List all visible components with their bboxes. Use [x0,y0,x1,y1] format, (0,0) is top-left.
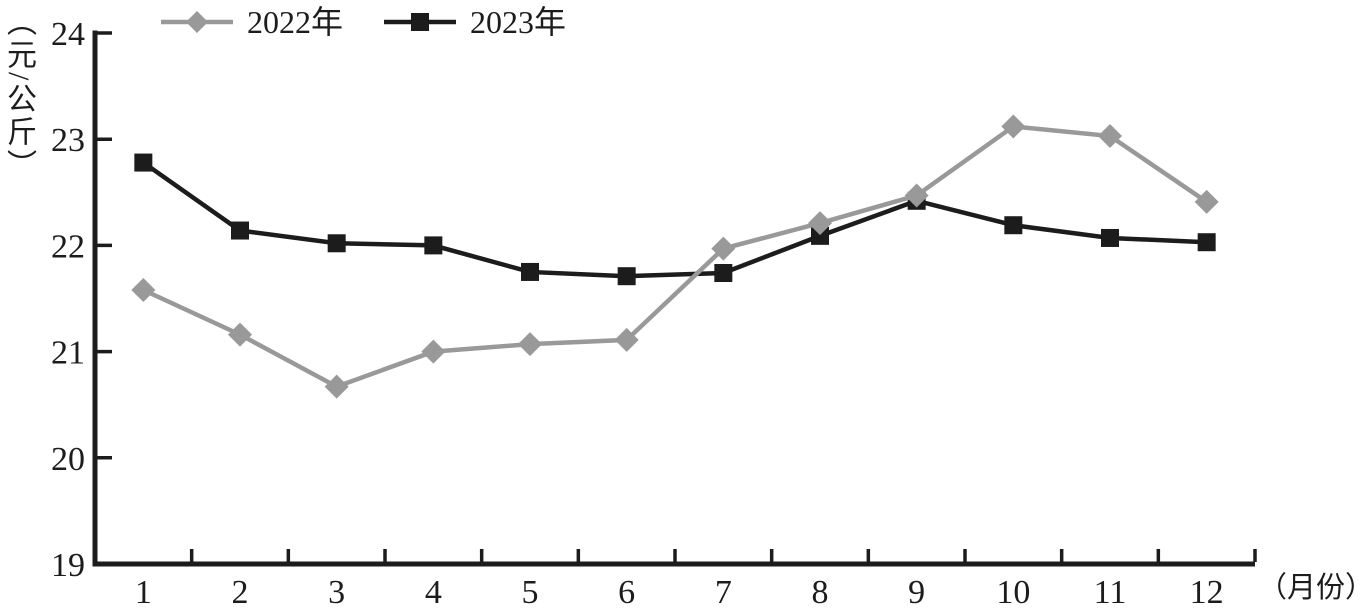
data-point-marker [617,267,636,286]
series-line [142,160,1207,279]
x-tick-label: 12 [1190,574,1224,611]
x-tick-label: 10 [996,574,1030,611]
data-point-marker [521,262,539,281]
series-2022年 [131,114,1219,399]
x-tick-label: 8 [812,574,829,611]
data-point-marker [1098,124,1122,149]
y-tick-label: 23 [51,122,85,159]
line-square-marker-icon [384,13,457,31]
y-tick-label: 21 [51,335,85,372]
series-line [142,124,1208,390]
chart-legend: 2022年 2023年 [160,0,566,44]
data-point-marker [614,327,639,352]
data-point-marker [228,322,252,347]
data-point-marker [421,339,446,364]
legend-label-2023: 2023年 [470,4,567,40]
data-point-marker [327,234,346,253]
y-tick-label: 22 [51,228,85,265]
y-tick-label: 19 [51,547,85,584]
data-point-marker [424,236,443,255]
legend-label-2022: 2022年 [247,4,344,40]
x-tick-label: 11 [1094,574,1127,611]
y-axis-title: （元/公斤） [2,6,35,183]
x-tick-label: 1 [135,574,152,611]
data-point-marker [1101,228,1119,247]
x-tick-label: 4 [425,574,442,611]
y-tick-label: 20 [51,441,85,478]
y-tick-label: 24 [51,16,85,53]
x-tick-label: 5 [522,574,539,611]
data-point-marker [131,278,156,303]
data-point-marker [904,183,929,208]
data-point-marker [324,374,349,399]
data-point-marker [811,226,829,245]
data-point-marker [714,264,733,283]
x-tick-label: 2 [232,574,249,611]
data-point-marker [808,211,832,236]
x-tick-label: 6 [618,574,635,611]
line-diamond-marker-icon [161,11,233,33]
data-point-marker [1197,233,1216,252]
series-2023年 [134,153,1216,286]
legend-item-2023: 2023年 [383,6,566,38]
x-tick-label: 9 [908,574,925,611]
x-tick-label: 7 [715,574,732,611]
data-point-marker [1004,216,1023,235]
data-point-marker [711,236,736,261]
data-point-marker [1194,189,1219,214]
data-point-marker [134,153,153,172]
data-point-marker [518,332,542,357]
data-point-marker [1001,114,1026,139]
x-axis-unit-label: （月份） [1258,572,1360,604]
data-point-marker [231,221,249,240]
legend-item-2022: 2022年 [160,6,343,38]
x-tick-label: 3 [328,574,345,611]
